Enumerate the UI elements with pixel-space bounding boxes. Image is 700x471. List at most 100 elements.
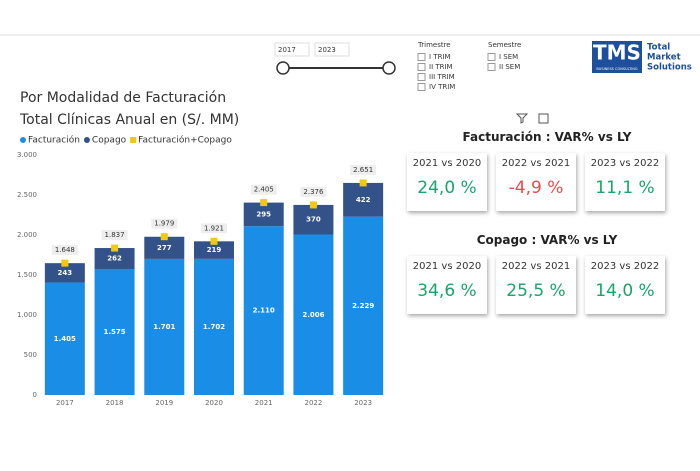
total-marker — [61, 259, 69, 267]
kpi-card: 2021 vs 2020 24,0 % — [407, 153, 487, 211]
icons — [515, 113, 549, 124]
total-label-bg — [201, 223, 227, 234]
kpi-value: 14,0 % — [595, 281, 655, 301]
checkbox[interactable] — [417, 53, 426, 61]
y-tick-label: 3.000 — [17, 151, 37, 159]
value-label: 2.006 — [302, 311, 324, 319]
y-tick-label: 2.000 — [17, 231, 37, 239]
year-end-box[interactable] — [314, 42, 350, 57]
kpi-title: Facturación : VAR% vs LY — [462, 130, 632, 144]
total-label: 1.648 — [55, 246, 75, 254]
total-label-bg — [101, 230, 128, 241]
legend-swatch — [20, 137, 26, 143]
kpi-card: 2022 vs 2021 -4,9 % — [496, 153, 576, 211]
bar — [194, 258, 234, 395]
value-label: 219 — [207, 246, 222, 254]
bar — [243, 226, 284, 395]
total-marker — [359, 179, 367, 187]
logo-box — [592, 41, 642, 73]
legend-label: Facturación — [28, 135, 80, 146]
x-tick-label: 2018 — [106, 399, 124, 407]
total-label-bg — [250, 184, 277, 195]
checkbox[interactable] — [487, 53, 496, 61]
x-tick-label: 2021 — [255, 399, 273, 407]
bar — [94, 269, 135, 395]
slicer-title: Semestre — [488, 41, 521, 49]
legend-label: Copago — [92, 136, 127, 146]
checkbox[interactable] — [487, 63, 496, 71]
value-label: 243 — [58, 269, 73, 277]
total-label-bg — [151, 218, 178, 229]
total-label: 1.837 — [105, 231, 125, 239]
logo-tagline: BUSINESS CONSULTING — [596, 67, 637, 71]
y-tick-label: 1.000 — [17, 311, 37, 319]
logo-mark: TMS — [593, 41, 641, 65]
bar — [44, 263, 85, 283]
y-tick-label: 1.500 — [17, 271, 37, 279]
bar — [243, 202, 284, 227]
checkbox[interactable] — [417, 83, 426, 91]
total-marker — [111, 244, 119, 252]
total-marker — [160, 233, 168, 241]
y-tick-label: 0 — [33, 391, 37, 399]
filter-icon[interactable] — [515, 113, 529, 124]
logo-name: Total — [647, 43, 670, 53]
checkbox[interactable] — [417, 73, 426, 81]
total-marker — [260, 199, 268, 207]
kpi-value: -4,9 % — [508, 178, 564, 198]
bar — [144, 258, 185, 395]
kpi-value: 11,1 % — [595, 178, 655, 198]
chart-subtitle: Total Clínicas Anual en (S/. MM) — [19, 112, 239, 128]
slicer-option: II SEM — [499, 63, 520, 71]
checkbox[interactable] — [417, 63, 426, 71]
year-start: 2017 — [278, 46, 296, 54]
bar — [293, 204, 334, 235]
value-label: 1.701 — [153, 323, 175, 331]
kpi-value: 24,0 % — [417, 178, 477, 198]
total-label-bg — [350, 164, 377, 175]
kpi-card: 2023 vs 2022 14,0 % — [585, 256, 665, 314]
value-label: 277 — [157, 244, 172, 252]
x-tick-label: 2017 — [56, 399, 74, 407]
value-label: 370 — [306, 216, 321, 224]
slicer-option: II TRIM — [429, 63, 453, 71]
kpi-label: 2023 vs 2022 — [590, 158, 660, 169]
slider-handle[interactable] — [276, 61, 290, 75]
kpi-label: 2021 vs 2020 — [412, 261, 482, 272]
kpi-value: 25,5 % — [506, 281, 566, 301]
value-label: 1.702 — [203, 323, 225, 331]
kpi-card: 2022 vs 2021 25,5 % — [496, 256, 576, 314]
chart-title: Por Modalidad de Facturación — [20, 90, 226, 106]
total-label: 2.651 — [353, 166, 373, 174]
total-label: 2.376 — [303, 188, 324, 196]
kpi-label: 2022 vs 2021 — [501, 158, 571, 169]
kpi-card: 2021 vs 2020 34,6 % — [407, 256, 487, 314]
value-label: 2.229 — [352, 302, 374, 310]
value-label: 1.405 — [54, 335, 76, 343]
bar — [293, 234, 334, 395]
kpi-card: 2023 vs 2022 11,1 % — [585, 153, 665, 211]
value-label: 1.575 — [103, 328, 125, 336]
focus-icon[interactable] — [538, 113, 549, 124]
value-label: 422 — [356, 196, 371, 204]
total-label: 1.921 — [204, 224, 224, 232]
year-start-box[interactable] — [274, 42, 310, 57]
kpi-label: 2022 vs 2021 — [501, 261, 571, 272]
bar — [343, 182, 384, 217]
slicer-option: I TRIM — [429, 53, 451, 61]
slider-handle[interactable] — [382, 61, 396, 75]
bar — [44, 282, 85, 395]
y-tick-label: 500 — [24, 351, 37, 359]
value-label: 295 — [256, 210, 271, 218]
slicer-option: III TRIM — [429, 73, 455, 81]
value-label: 2.110 — [253, 307, 275, 315]
x-tick-label: 2020 — [205, 399, 223, 407]
kpi-value: 34,6 % — [417, 281, 477, 301]
kpi-label: 2021 vs 2020 — [412, 158, 482, 169]
x-tick-label: 2023 — [354, 399, 372, 407]
kpi-title: Copago : VAR% vs LY — [476, 233, 618, 247]
y-tick-label: 2.500 — [17, 191, 37, 199]
year-end: 2023 — [318, 46, 336, 54]
